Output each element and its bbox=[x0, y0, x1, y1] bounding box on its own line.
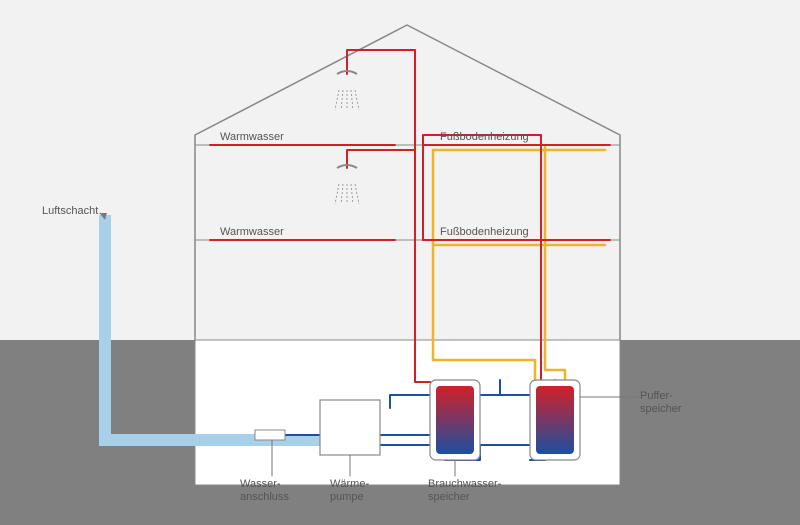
showers bbox=[335, 71, 359, 204]
label-pufferspeicher: Puffer- speicher bbox=[640, 390, 682, 416]
label-fussbodenheizung-mid: Fußbodenheizung bbox=[440, 226, 529, 239]
house-outline bbox=[195, 25, 620, 340]
label-wasseranschluss: Wasser- anschluss bbox=[240, 478, 289, 504]
label-fussbodenheizung-top: Fußbodenheizung bbox=[440, 131, 529, 144]
diagram-svg bbox=[0, 0, 800, 525]
label-warmwasser-top: Warmwasser bbox=[220, 131, 284, 144]
diagram-stage: Luftschacht Warmwasser Warmwasser Fußbod… bbox=[0, 0, 800, 525]
hot-water-pipes bbox=[210, 50, 610, 382]
label-warmwasser-mid: Warmwasser bbox=[220, 226, 284, 239]
label-luftschacht: Luftschacht bbox=[42, 205, 98, 218]
label-waermepumpe: Wärme- pumpe bbox=[330, 478, 369, 504]
label-brauchwasser: Brauchwasser- speicher bbox=[428, 478, 501, 504]
